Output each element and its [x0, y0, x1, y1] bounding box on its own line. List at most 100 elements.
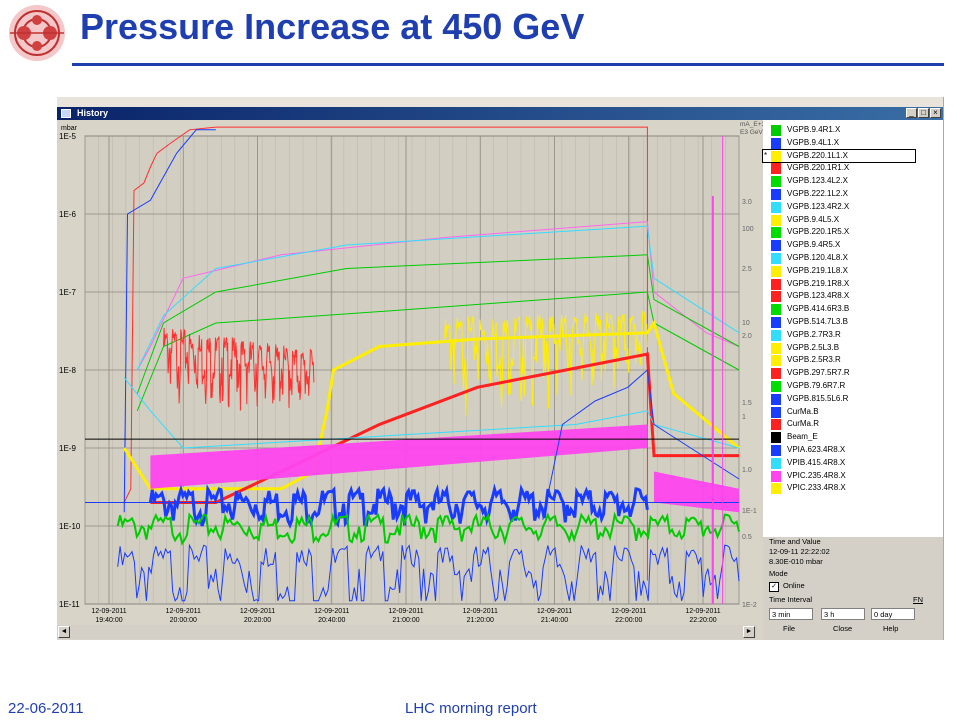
x-tick-time: 19:40:00 [95, 617, 122, 624]
legend-item[interactable]: VGPB.222.1L2.X [763, 188, 915, 201]
interval-min-select[interactable]: 3 min [769, 608, 813, 620]
legend-swatch [771, 329, 781, 341]
y-right-tick-label: 1.5 [742, 400, 752, 407]
x-tick-time: 22:20:00 [689, 617, 716, 624]
legend-label: VGPB.219.1R8.X [787, 278, 850, 288]
legend-item[interactable]: CurMa.R [763, 418, 915, 431]
legend-label: VGPB.120.4L8.X [787, 253, 848, 262]
legend-label: VGPB.2.7R3.R [787, 329, 841, 339]
legend-swatch [771, 457, 781, 469]
legend-item[interactable]: VGPB.514.7L3.B [763, 316, 915, 329]
legend-item[interactable]: VGPB.9.4L5.X [763, 214, 915, 227]
footer-date: 22-06-2011 [8, 700, 84, 717]
y-right-tick-label: 2.5 [742, 266, 752, 273]
y-left-tick-label: 1E-5 [59, 132, 76, 141]
legend-item[interactable]: VGPB.815.5L6.R [763, 393, 915, 406]
legend-swatch [771, 483, 781, 495]
lhc-logo-icon [9, 5, 65, 61]
x-tick-time: 20:20:00 [244, 617, 271, 624]
legend-swatch [771, 125, 781, 136]
maximize-button[interactable]: □ [918, 108, 929, 118]
legend-swatch [771, 355, 781, 367]
scroll-right-arrow[interactable]: ► [743, 626, 755, 638]
scroll-left-arrow[interactable]: ◄ [58, 626, 70, 638]
info-panel: Time and Value 12-09-11 22:22:02 8.30E-0… [763, 537, 943, 640]
trace-blue-step [123, 129, 216, 513]
legend-item[interactable]: VGPB.220.1R5.X [763, 226, 915, 239]
legend-item[interactable]: VGPB.219.1L8.X [763, 265, 915, 278]
legend-item[interactable]: VGPB.297.5R7.R [763, 367, 915, 380]
x-tick-time: 21:20:00 [467, 617, 494, 624]
legend-swatch [771, 304, 781, 316]
y-right-tick-label: 1E-1 [742, 508, 757, 515]
legend-item[interactable]: * VGPB.220.1L1.X [762, 148, 916, 164]
x-tick-date: 12-09-2011 [314, 608, 349, 615]
legend-item[interactable]: VGPB.2.7R3.R [763, 329, 915, 342]
legend-item[interactable]: VGPB.120.4L8.X [763, 252, 915, 265]
legend-item[interactable]: VGPB.123.4R2.X [763, 201, 915, 214]
legend-swatch [771, 278, 781, 290]
x-tick-date: 12-09-2011 [611, 608, 646, 615]
legend-item[interactable]: VGPB.123.4R8.X [763, 290, 915, 303]
trace-red-spiky [163, 327, 315, 411]
legend-label: CurMa.R [787, 419, 820, 429]
legend-swatch [771, 432, 781, 444]
x-tick-time: 20:40:00 [318, 617, 345, 624]
close-button[interactable]: × [930, 108, 941, 118]
legend-item[interactable]: VPIC.235.4R8.X [763, 470, 915, 483]
legend-label: Beam_E [787, 432, 818, 442]
trace-blue-rising [542, 368, 740, 520]
top-strip [57, 97, 943, 107]
interval-hour-select[interactable]: 3 h [821, 608, 865, 620]
y-left-unit: mbar [61, 125, 78, 132]
file-menu[interactable]: File [783, 624, 796, 633]
minimize-button[interactable]: _ [906, 108, 917, 118]
legend-item[interactable]: CurMa.B [763, 406, 915, 419]
x-tick-date: 12-09-2011 [91, 608, 126, 615]
legend-item[interactable]: VGPB.414.6R3.B [763, 303, 915, 316]
interval-day-select[interactable]: 0 day [871, 608, 915, 620]
y-left-tick-label: 1E-10 [59, 522, 81, 531]
horizontal-scrollbar[interactable]: ◄ ► [57, 625, 757, 639]
trace-magenta-band [150, 424, 648, 489]
legend-item[interactable]: VPIA.623.4R8.X [763, 444, 915, 457]
legend-item[interactable]: VGPB.220.1R1.X [763, 162, 915, 175]
close-menu[interactable]: Close [833, 624, 853, 633]
legend-item[interactable]: VGPB.79.6R7.R [763, 380, 915, 393]
legend-item[interactable]: VGPB.2.5L3.B [763, 342, 915, 355]
legend-label: VGPB.9.4R5.X [787, 240, 841, 250]
trace-yellow-main [122, 319, 740, 491]
x-tick-time: 21:00:00 [392, 617, 419, 624]
legend-item[interactable]: VGPB.2.5R3.R [763, 354, 915, 367]
legend-item[interactable]: VPIC.233.4R8.X [763, 482, 915, 495]
legend-item[interactable]: Beam_E [763, 431, 915, 444]
legend-label: VGPB.220.1R5.X [787, 227, 850, 237]
fn-button[interactable]: FN [913, 595, 923, 604]
legend-item[interactable]: VGPB.9.4R1.X [763, 124, 915, 137]
legend-item[interactable]: VPIB.415.4R8.X [763, 457, 915, 470]
legend-label: VPIC.233.4R8.X [787, 483, 846, 493]
x-tick-date: 12-09-2011 [240, 608, 275, 615]
legend-swatch [771, 368, 781, 380]
x-tick-date: 12-09-2011 [388, 608, 423, 615]
legend-item[interactable]: VGPB.219.1R8.X [763, 278, 915, 291]
time-readout: 12-09-11 22:22:02 [769, 547, 830, 556]
x-tick-time: 22:00:00 [615, 617, 642, 624]
x-tick-time: 21:40:00 [541, 617, 568, 624]
x-tick-time: 20:00:00 [170, 617, 197, 624]
legend-item[interactable]: VGPB.9.4L1.X [763, 137, 915, 150]
legend-swatch [771, 419, 781, 431]
pressure-history-chart[interactable]: 1E-51E-61E-71E-81E-91E-101E-11mbarmA_E+3… [57, 120, 763, 625]
selection-marker: * [764, 150, 768, 160]
legend-swatch [771, 342, 781, 354]
legend-item[interactable]: VGPB.9.4R5.X [763, 239, 915, 252]
trace-green-low [116, 511, 740, 546]
online-checkbox[interactable]: ✓ [769, 582, 779, 592]
legend-swatch [771, 317, 781, 328]
legend-item[interactable]: VGPB.123.4L2.X [763, 175, 915, 188]
window-titlebar[interactable]: History _ □ × [57, 107, 943, 120]
y-right-tick-label: 1 [742, 414, 746, 421]
help-menu[interactable]: Help [883, 624, 899, 633]
legend-label: VGPB.222.1L2.X [787, 189, 848, 198]
y-right-unit: E3 GeV [740, 129, 763, 136]
